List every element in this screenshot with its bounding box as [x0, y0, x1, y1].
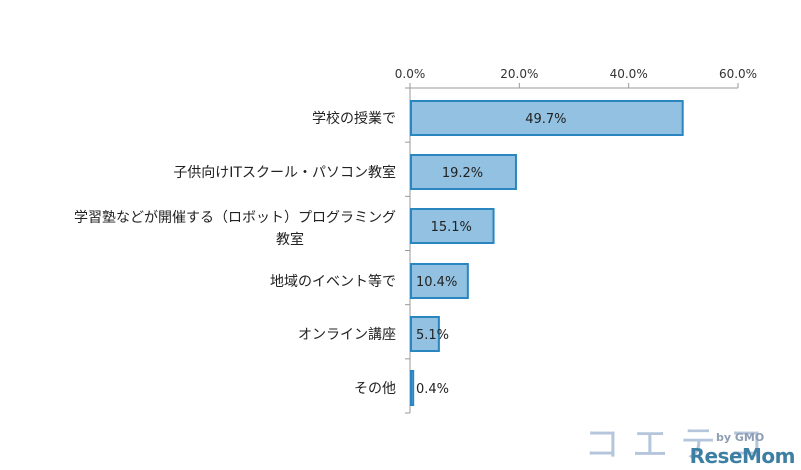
data-label: 19.2%: [442, 166, 483, 181]
bar: [410, 370, 415, 406]
category-label-line: 教室: [276, 231, 304, 248]
x-axis: 0.0% 20.0% 40.0% 60.0%: [395, 67, 757, 414]
data-label: 10.4%: [416, 275, 457, 290]
data-labels: 49.7% 19.2% 15.1% 10.4% 5.1% 0.4%: [416, 112, 567, 397]
data-label: 0.4%: [416, 382, 449, 397]
category-label: 学習塾などが開催する（ロボット）プログラミング教室: [74, 210, 396, 248]
bar: [410, 154, 517, 190]
x-tick-label: 60.0%: [719, 67, 757, 81]
x-tick-label: 20.0%: [500, 67, 538, 81]
x-tick-label: 0.0%: [395, 67, 426, 81]
category-label: 子供向けITスクール・パソコン教室: [173, 164, 396, 181]
data-label: 5.1%: [416, 328, 449, 343]
bar: [410, 263, 469, 299]
bar: [410, 316, 440, 352]
x-tick-label: 40.0%: [610, 67, 648, 81]
bars: [410, 100, 684, 406]
category-label: その他: [354, 381, 396, 397]
category-label: 学校の授業で: [312, 110, 396, 127]
resemom-watermark: ReseMom: [689, 444, 796, 468]
gmo-label: by GMO: [716, 431, 765, 444]
data-label: 15.1%: [431, 220, 472, 235]
category-label-line: 学習塾などが開催する（ロボット）プログラミング: [74, 210, 396, 226]
category-label: オンライン講座: [298, 327, 396, 343]
bar: [410, 208, 495, 244]
data-label: 49.7%: [525, 112, 566, 127]
koeteko-logo-mark: コエテコ: [584, 424, 777, 465]
category-label: 地域のイベント等で: [270, 273, 396, 290]
category-labels: 学校の授業で子供向けITスクール・パソコン教室学習塾などが開催する（ロボット）プ…: [74, 110, 396, 397]
bar: [410, 100, 684, 136]
